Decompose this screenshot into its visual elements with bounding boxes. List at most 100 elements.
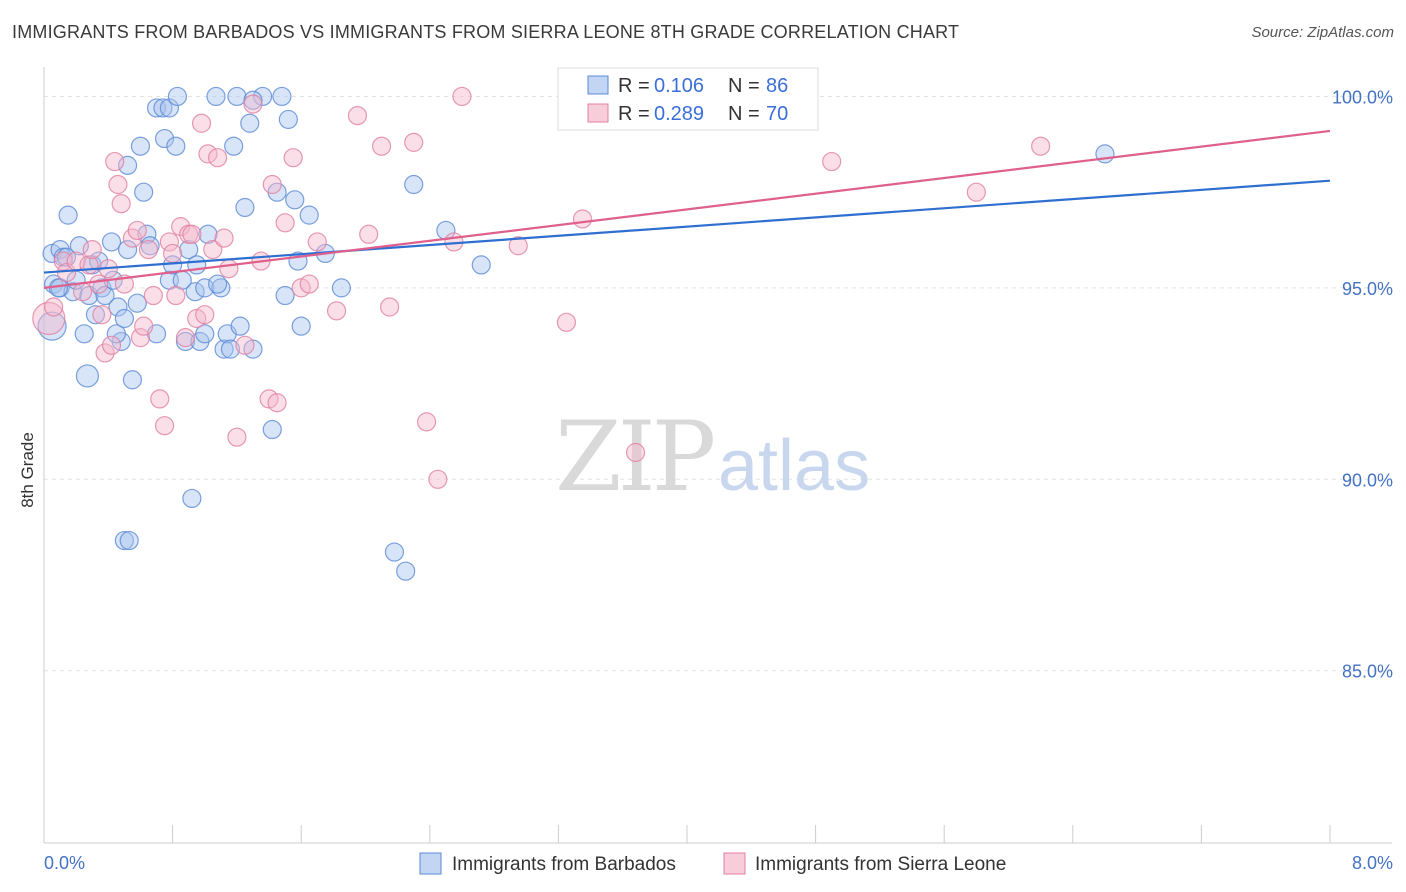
point-barbados-72 <box>331 278 351 298</box>
point-barbados-21 <box>106 324 126 344</box>
point-sierra-52 <box>326 301 347 321</box>
point-barbados-16 <box>95 285 115 306</box>
point-barbados-49 <box>195 278 215 298</box>
point-barbados-75 <box>404 174 424 195</box>
point-barbados-6 <box>58 205 78 225</box>
point-barbados-22 <box>114 308 134 329</box>
point-barbados-83 <box>127 293 147 313</box>
point-sierra-1 <box>44 297 64 317</box>
x-tick-left: 0.0% <box>44 853 85 873</box>
chart-title: IMMIGRANTS FROM BARBADOS VS IMMIGRANTS F… <box>12 22 960 42</box>
bottom-legend: Immigrants from Barbados Immigrants from… <box>419 852 1006 875</box>
point-barbados-17 <box>101 232 122 252</box>
y-tick-label-3: 85.0% <box>1342 662 1393 682</box>
legend-n-value-2: 70 <box>766 103 788 125</box>
point-barbados-13 <box>85 305 106 325</box>
point-barbados-54 <box>220 339 241 359</box>
point-barbados-66 <box>278 109 298 130</box>
point-sierra-12 <box>101 335 122 355</box>
point-sierra-57 <box>404 132 424 152</box>
point-sierra-64 <box>572 209 593 229</box>
point-barbados-27 <box>119 530 139 551</box>
point-sierra-48 <box>283 148 303 168</box>
point-sierra-61 <box>452 86 472 107</box>
point-barbados-28 <box>130 136 151 156</box>
point-sierra-53 <box>347 105 368 126</box>
point-sierra-50 <box>299 274 319 294</box>
point-barbados-48 <box>198 224 218 244</box>
legend-swatch-barbados <box>587 75 609 95</box>
trendline-barbados <box>43 179 1331 274</box>
legend-swatch-sierra <box>587 103 609 123</box>
y-tick-label-2: 90.0% <box>1342 470 1393 490</box>
point-sierra-39 <box>219 259 239 279</box>
point-barbados-40 <box>167 86 188 107</box>
point-sierra-27 <box>166 285 186 306</box>
point-sierra-26 <box>163 243 183 264</box>
point-barbados-10 <box>74 324 94 344</box>
legend-r-label-1: R = <box>618 75 650 97</box>
point-sierra-41 <box>235 335 255 355</box>
point-barbados-85 <box>208 274 228 294</box>
point-barbados-23 <box>117 239 138 260</box>
point-barbados-29 <box>134 182 154 202</box>
point-barbados-77 <box>471 255 491 275</box>
point-sierra-19 <box>130 328 151 348</box>
point-barbados-52 <box>214 339 234 359</box>
point-sierra-22 <box>143 285 163 306</box>
points-layer <box>32 86 1115 581</box>
point-barbados-44 <box>185 282 205 302</box>
point-sierra-55 <box>371 136 392 156</box>
point-barbados-9 <box>69 236 89 256</box>
point-barbados-7 <box>63 282 83 302</box>
point-barbados-55 <box>224 136 244 156</box>
point-sierra-5 <box>72 282 93 302</box>
point-sierra-25 <box>159 232 179 252</box>
watermark-zip: ZIP <box>555 401 714 513</box>
point-sierra-13 <box>105 151 125 172</box>
point-barbados-39 <box>166 136 186 156</box>
point-sierra-62 <box>508 236 528 256</box>
point-sierra-21 <box>138 239 159 260</box>
point-sierra-63 <box>556 312 577 332</box>
bottom-legend-label-sierra: Immigrants from Sierra Leone <box>755 854 1006 875</box>
point-barbados-37 <box>159 98 179 118</box>
watermark-atlas: atlas <box>718 426 870 506</box>
point-sierra-46 <box>267 393 287 413</box>
point-barbados-59 <box>240 113 260 133</box>
point-barbados-50 <box>206 86 226 107</box>
grid-layer <box>44 95 1392 672</box>
point-sierra-8 <box>89 274 109 294</box>
point-sierra-14 <box>108 174 128 195</box>
bottom-legend-swatch-barbados <box>419 852 442 875</box>
legend-r-label-2: R = <box>618 103 650 125</box>
point-sierra-15 <box>111 194 131 214</box>
point-sierra-20 <box>134 316 154 336</box>
legend-n-value-1: 86 <box>766 75 788 97</box>
point-sierra-38 <box>214 228 234 248</box>
point-sierra-18 <box>127 220 147 241</box>
legend-r-value-2: 0.289 <box>654 103 704 125</box>
point-sierra-56 <box>380 297 400 317</box>
point-barbados-43 <box>182 488 202 509</box>
point-barbados-26 <box>122 370 143 390</box>
point-sierra-9 <box>92 305 112 325</box>
point-barbados-25 <box>117 155 138 175</box>
point-sierra-42 <box>243 94 263 114</box>
watermark: ZIP atlas <box>555 401 870 513</box>
point-barbados-70 <box>299 205 319 225</box>
y-axis-label: 8th Grade <box>18 432 37 508</box>
point-sierra-7 <box>82 239 102 260</box>
point-sierra-36 <box>203 239 223 260</box>
point-barbados-34 <box>154 128 175 149</box>
point-barbados-61 <box>253 86 273 107</box>
legend-n-label-2: N = <box>728 103 760 125</box>
trendline-sierra <box>43 129 1331 289</box>
point-sierra-35 <box>198 144 218 164</box>
point-barbados-45 <box>187 255 207 275</box>
point-barbados-62 <box>262 419 282 440</box>
legend-r-value-1: 0.106 <box>654 75 704 97</box>
point-sierra-34 <box>195 305 215 325</box>
point-sierra-69 <box>1031 136 1051 156</box>
